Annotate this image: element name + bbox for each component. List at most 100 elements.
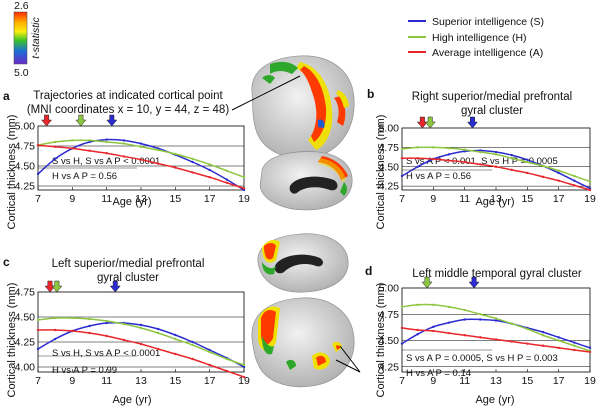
panel-b-annotation-2: H vs A P = 0.56 [406, 171, 471, 182]
panel-b-data-point [557, 171, 560, 175]
panel-a-data-point [105, 152, 108, 155]
panel-a-xtick-label: 15 [169, 193, 181, 205]
panel-a-data-point [36, 144, 40, 147]
panel-d-data-point [416, 303, 419, 306]
panel-d-data-point [400, 326, 404, 330]
panel-c-data-point [208, 363, 211, 367]
panel-c-ytick-label: 4.00 [15, 362, 36, 374]
panel-c-title-line-1: Left superior/medial prefrontal [52, 258, 205, 270]
panel-c-data-point [191, 343, 194, 347]
panel-c-xtick-label: 19 [238, 375, 250, 387]
panel-d-xtick-label: 15 [521, 375, 533, 387]
panel-d-data-point [494, 338, 498, 341]
panel-a-ytick-label: 4.25 [15, 181, 36, 193]
panel-d-data-point [479, 336, 482, 339]
panel-a-data-point [53, 145, 57, 148]
panel-a-data-point [88, 139, 91, 142]
panel-d-data-point [526, 327, 529, 331]
panel-d-data-point [588, 346, 592, 350]
panel-c-data-point [36, 318, 40, 322]
panel-a-data-point [242, 187, 246, 190]
panel-a-data-point [191, 171, 194, 174]
panel-c-data-point [156, 347, 160, 351]
panel-b-xtick-label: 11 [459, 193, 470, 205]
panel-d-data-point [557, 336, 560, 339]
panel-b-data-point [447, 146, 451, 150]
panel-a-data-point [191, 160, 194, 164]
panel-c-xtick-label: 11 [101, 375, 112, 387]
brain-medial-left [257, 233, 349, 293]
panel-c-data-point [225, 369, 229, 373]
panel-d-data-point [416, 333, 419, 336]
panel-d-xtick-label: 19 [584, 375, 596, 387]
panel-b-data-point [432, 146, 435, 149]
panel-d-series-line [401, 318, 591, 349]
legend-label: Superior intelligence (S) [432, 16, 544, 28]
panel-c-data-point [139, 323, 143, 327]
panel-d-data-point [541, 330, 545, 334]
panel-c-data-point [174, 352, 177, 356]
panel-c-xtick-label: 13 [135, 375, 147, 387]
panel-b-data-point [479, 163, 482, 166]
panel-b-data-point [526, 158, 529, 161]
panel-c-data-point [174, 337, 177, 341]
panel-c-data-point [122, 338, 126, 342]
panel-a: Trajectories at indicated cortical point… [3, 89, 250, 229]
panel-a-data-point [88, 149, 91, 152]
colorbar-top-label: 2.6 [14, 0, 29, 12]
panel-d-xtick-label: 11 [459, 375, 470, 387]
panel-d-xtick-label: 9 [430, 375, 436, 387]
panel-d-data-point [494, 317, 498, 320]
panel-c-data-point [191, 340, 194, 344]
legend-label: High intelligence (H) [432, 32, 527, 44]
panel-b-ytick-label: 4.75 [379, 142, 400, 154]
panel-a-ytick-label: 4.75 [15, 141, 36, 153]
panel-b-annotation-1: S vs A P < 0.001, S vs H P = 0.0005 [406, 156, 558, 167]
panel-d-xlabel: Age (yr) [475, 394, 514, 406]
panel-c-annotation-2: H vs A P = 0.99 [52, 365, 117, 376]
brain-lateral-right [251, 55, 355, 160]
panel-c-data-point [88, 324, 91, 328]
panel-b-data-point [494, 153, 498, 156]
panel-d-data-point [463, 308, 466, 312]
panel-a-data-point [139, 158, 143, 161]
panel-c-data-point [208, 350, 211, 354]
panel-a-data-point [191, 157, 194, 160]
panel-a-ytick-label: 4.50 [15, 161, 36, 173]
panel-a-data-point [208, 163, 211, 166]
panel-b-title-line-1: Right superior/medial prefrontal [412, 91, 572, 103]
panel-b-data-point [541, 175, 545, 179]
panel-b-data-point [526, 160, 529, 164]
panel-c-data-point [242, 365, 246, 369]
panel-d-data-point [447, 321, 451, 324]
panel-d-data-point [573, 344, 576, 347]
panel-a-data-point [53, 140, 57, 144]
panel-c-peak-arrow [109, 280, 121, 293]
panel-b-xtick-label: 15 [521, 193, 533, 205]
panel-b-data-point [463, 148, 466, 151]
colorbar-bottom-label: 5.0 [14, 67, 29, 79]
panel-c-data-point [191, 357, 194, 361]
panel-d-data-point [573, 348, 576, 352]
legend-item-average: Average intelligence (A) [408, 47, 543, 59]
panel-c-xtick-label: 9 [69, 375, 75, 387]
panel-c-data-point [105, 321, 108, 325]
panel-a-data-point [36, 172, 40, 176]
panel-a-data-point [71, 139, 74, 142]
panel-c-title-line-2: gyral cluster [97, 272, 159, 284]
panel-a-data-point [225, 178, 229, 181]
panel-d-data-point [400, 305, 404, 309]
panel-a-annotation-1: S vs H, S vs A P < 0.0001 [52, 156, 160, 167]
panel-d: Left middle temporal gyral cluster d Cor… [365, 264, 596, 406]
panel-c-data-point [225, 357, 229, 361]
pointer-line [339, 345, 361, 373]
panel-a-xtick-label: 19 [238, 193, 250, 205]
panel-c-ytick-label: 4.25 [15, 337, 36, 349]
colorbar-scale [13, 11, 28, 65]
panel-d-data-point [510, 340, 513, 343]
panel-c-data-point [156, 331, 160, 335]
panel-b-data-point [416, 165, 419, 168]
panel-a-data-point [139, 145, 143, 148]
panel-d-data-point [494, 319, 498, 322]
